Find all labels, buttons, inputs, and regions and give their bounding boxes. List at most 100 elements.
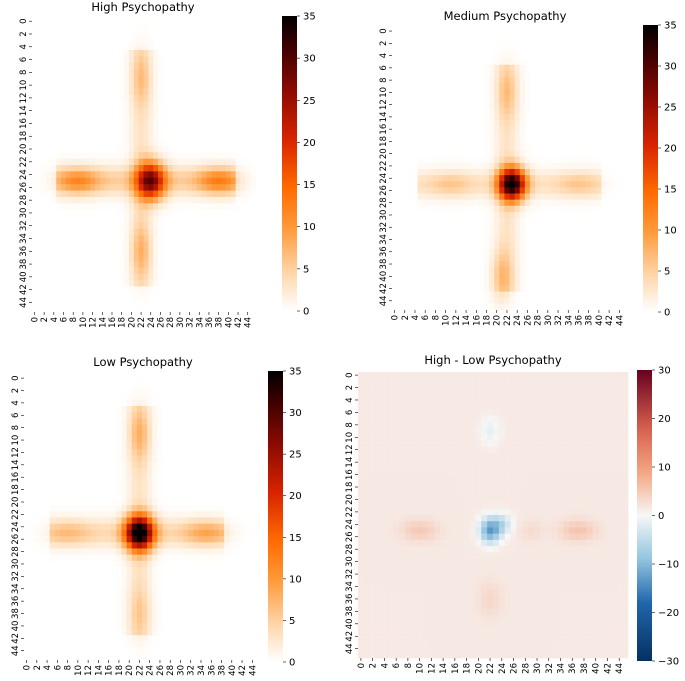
heatmap-cell xyxy=(550,187,556,194)
heatmap-cell xyxy=(29,418,35,425)
heatmap-cell xyxy=(514,52,521,60)
heatmap-cell xyxy=(581,254,587,262)
heatmap-cell xyxy=(109,203,115,211)
heatmap-cell xyxy=(499,150,505,158)
heatmap-cell xyxy=(499,267,505,274)
heatmap-cell xyxy=(249,424,256,432)
heatmap-cell xyxy=(148,228,154,236)
heatmap-cell xyxy=(187,241,193,249)
heatmap-cell xyxy=(46,196,52,204)
heatmap-cell xyxy=(235,254,241,262)
heatmap-cell xyxy=(234,436,240,444)
heatmap-cell xyxy=(560,218,567,225)
heatmap-cell xyxy=(478,70,485,78)
heatmap-cell xyxy=(133,254,140,262)
heatmap-cell xyxy=(514,193,521,201)
heatmap-cell xyxy=(182,260,188,268)
heatmap-cell xyxy=(75,273,81,281)
heatmap-cell xyxy=(437,34,444,41)
heatmap-cell xyxy=(499,34,505,41)
heatmap-cell xyxy=(596,224,602,231)
heatmap-cell xyxy=(148,62,154,70)
heatmap-cell xyxy=(473,83,480,90)
heatmap-cell xyxy=(473,218,480,225)
heatmap-cell xyxy=(463,169,470,176)
heatmap-cell xyxy=(478,40,485,47)
heatmap-cell xyxy=(162,418,169,425)
heatmap-cell xyxy=(499,70,505,78)
heatmap-cell xyxy=(75,56,81,64)
heatmap-cell xyxy=(463,34,470,41)
heatmap-cell xyxy=(524,193,531,201)
heatmap-cell xyxy=(36,56,43,64)
heatmap-cell xyxy=(575,101,582,109)
heatmap-cell xyxy=(34,424,40,432)
heatmap-cell xyxy=(621,181,628,188)
heatmap-cell xyxy=(468,132,475,139)
heatmap-cell xyxy=(432,181,439,188)
heatmap-cell xyxy=(196,305,203,313)
heatmap-cell xyxy=(61,171,67,179)
heatmap-cell xyxy=(453,224,459,231)
heatmap-cell xyxy=(187,222,193,230)
heatmap-cell xyxy=(240,286,246,294)
heatmap-cell xyxy=(499,236,505,243)
heatmap-cell xyxy=(95,49,101,57)
heatmap-cell xyxy=(90,273,96,281)
heatmap-cell xyxy=(463,101,470,109)
heatmap-cell xyxy=(182,107,188,115)
heatmap-cell xyxy=(167,158,173,166)
heatmap-cell xyxy=(596,28,602,35)
heatmap-cell xyxy=(34,375,40,382)
heatmap-cell xyxy=(99,133,106,140)
heatmap-cell xyxy=(216,81,222,89)
heatmap-cell xyxy=(550,107,556,115)
heatmap-cell xyxy=(535,101,541,109)
heatmap-cell xyxy=(540,107,546,115)
heatmap-cell xyxy=(138,222,144,230)
heatmap-cell xyxy=(162,107,169,115)
heatmap-cell xyxy=(545,132,551,139)
heatmap-cell xyxy=(545,169,551,176)
heatmap-cell xyxy=(601,230,607,237)
heatmap-cell xyxy=(616,242,623,250)
heatmap-cell xyxy=(412,162,418,170)
heatmap-cell xyxy=(177,177,183,185)
heatmap-cell xyxy=(153,69,159,76)
heatmap-cell xyxy=(54,436,61,444)
heatmap-cell xyxy=(422,242,429,250)
heatmap-cell xyxy=(235,152,241,160)
heatmap-cell xyxy=(235,81,241,89)
heatmap-cell xyxy=(417,211,424,219)
heatmap-cell xyxy=(432,113,439,121)
heatmap-cell xyxy=(172,424,179,432)
heatmap-cell xyxy=(239,375,246,382)
heatmap-cell xyxy=(468,150,475,158)
heatmap-cell xyxy=(611,291,618,299)
heatmap-cell xyxy=(483,169,490,176)
heatmap-cell xyxy=(483,138,490,145)
heatmap-cell xyxy=(555,70,561,78)
heatmap-cell xyxy=(136,412,143,419)
heatmap-cell xyxy=(216,126,222,134)
heatmap-cell xyxy=(218,412,225,419)
heatmap-cell xyxy=(550,193,556,201)
x-tick-label: 10 xyxy=(442,315,452,326)
heatmap-cell xyxy=(198,381,204,388)
x-tick-label: 40 xyxy=(595,315,605,326)
heatmap-cell xyxy=(504,70,510,78)
heatmap-cell xyxy=(437,107,444,115)
heatmap-cell xyxy=(540,28,546,35)
heatmap-cell xyxy=(201,24,207,32)
heatmap-cell xyxy=(51,165,57,172)
heatmap-cell xyxy=(458,156,464,164)
heatmap-cell xyxy=(143,62,149,70)
heatmap-cell xyxy=(221,101,227,108)
heatmap-cell xyxy=(524,28,531,35)
heatmap-cell xyxy=(509,230,516,237)
heatmap-cell xyxy=(148,49,154,57)
heatmap-cell xyxy=(489,211,495,219)
heatmap-cell xyxy=(167,412,174,419)
heatmap-cell xyxy=(586,52,592,60)
heatmap-cell xyxy=(529,211,536,219)
